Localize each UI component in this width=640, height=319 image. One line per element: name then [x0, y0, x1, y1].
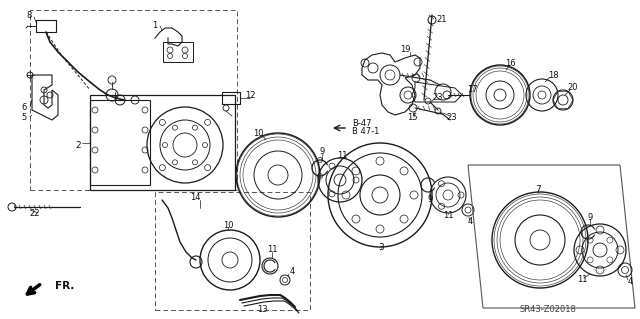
- Bar: [155, 192, 310, 310]
- Text: 19: 19: [400, 46, 410, 55]
- Text: 11: 11: [267, 246, 277, 255]
- Text: 9: 9: [319, 147, 324, 157]
- Text: FR.: FR.: [55, 281, 74, 291]
- Text: 18: 18: [548, 70, 558, 79]
- Text: 20: 20: [568, 84, 579, 93]
- Text: 16: 16: [505, 58, 515, 68]
- Text: 23: 23: [447, 113, 458, 122]
- Bar: [36, 20, 56, 32]
- Text: B 47-1: B 47-1: [352, 127, 380, 136]
- Bar: [163, 42, 193, 62]
- Text: 3: 3: [378, 242, 384, 251]
- Text: 11: 11: [337, 151, 348, 160]
- Text: 17: 17: [467, 85, 477, 94]
- Text: 8: 8: [26, 11, 32, 20]
- Text: 10: 10: [253, 130, 263, 138]
- Text: 23: 23: [433, 93, 444, 101]
- Text: 11: 11: [577, 276, 588, 285]
- Text: 6: 6: [21, 103, 27, 113]
- Text: 5: 5: [21, 114, 27, 122]
- Text: 22: 22: [29, 210, 40, 219]
- Text: B-47: B-47: [352, 118, 371, 128]
- Bar: [90, 95, 235, 190]
- Text: 4: 4: [289, 268, 294, 277]
- Text: 4: 4: [467, 218, 472, 226]
- Text: 12: 12: [244, 92, 255, 100]
- Text: 10: 10: [223, 220, 233, 229]
- Bar: [90, 100, 150, 185]
- Text: 15: 15: [407, 114, 417, 122]
- Bar: [30, 10, 237, 190]
- Text: 2: 2: [75, 140, 81, 150]
- Text: 14: 14: [189, 194, 200, 203]
- Text: SR43-Z02018: SR43-Z02018: [520, 306, 577, 315]
- Text: 21: 21: [436, 16, 447, 25]
- Text: 4: 4: [627, 278, 632, 286]
- Text: 9: 9: [428, 196, 433, 204]
- Text: 9: 9: [588, 212, 593, 221]
- Text: 7: 7: [535, 186, 541, 195]
- Text: 13: 13: [257, 306, 268, 315]
- Text: 1: 1: [152, 20, 157, 29]
- Bar: [222, 92, 240, 104]
- Text: 11: 11: [443, 211, 453, 219]
